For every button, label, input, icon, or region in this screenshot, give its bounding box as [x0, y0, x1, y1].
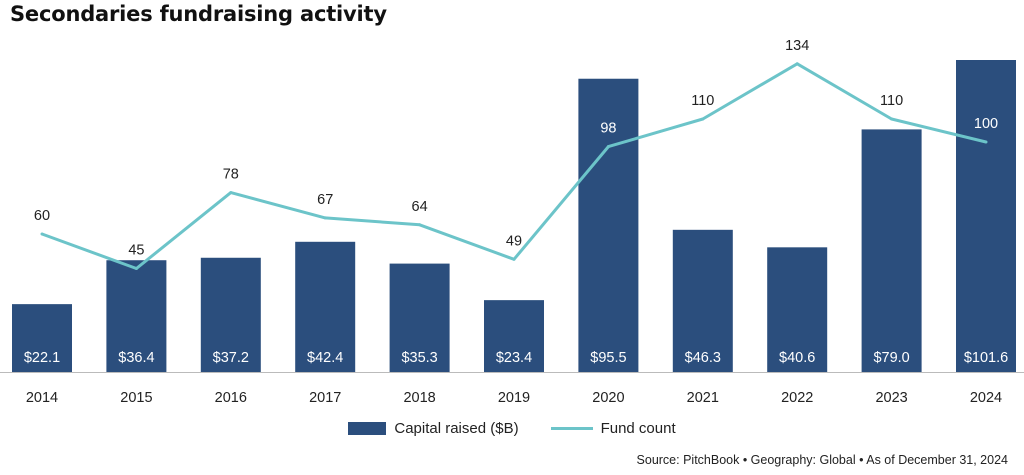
bar-capital-2022	[767, 247, 828, 372]
x-tick-label: 2015	[120, 390, 152, 406]
legend-line-swatch	[550, 427, 593, 430]
x-tick-label: 2024	[970, 390, 1002, 406]
bar-capital-2021	[672, 229, 733, 372]
line-point-fund-count	[512, 257, 516, 261]
line-value-label: 110	[691, 93, 714, 109]
bar-value-label: $79.0	[873, 350, 909, 366]
line-point-fund-count	[701, 117, 705, 121]
line-value-label: 110	[880, 93, 903, 109]
line-point-fund-count	[606, 145, 610, 149]
x-tick-label: 2021	[687, 390, 719, 406]
source-note: Source: PitchBook • Geography: Global • …	[636, 453, 1008, 467]
x-tick-label: 2017	[309, 390, 341, 406]
bar-value-label: $35.3	[401, 350, 437, 366]
line-value-label: 78	[223, 167, 239, 183]
bar-capital-2017	[295, 241, 356, 372]
line-value-label: 134	[785, 38, 809, 54]
line-point-fund-count	[40, 232, 44, 236]
chart-area: $22.1 $36.4 $37.2 $42.4 $35.3 $23.4 $95.5 $46.3…	[0, 38, 1024, 406]
line-point-fund-count	[229, 191, 233, 195]
bar-capital-2014	[12, 304, 72, 372]
bar-capital-2018	[389, 263, 450, 372]
bar-capital-2020	[578, 78, 639, 372]
line-point-fund-count	[795, 62, 799, 66]
line-point-fund-count	[418, 223, 422, 227]
bar-value-label: $101.6	[964, 350, 1008, 366]
legend-item-capital: Capital raised ($B)	[348, 420, 519, 437]
legend-label-fund-count: Fund count	[600, 420, 676, 437]
x-tick-label: 2020	[592, 390, 624, 406]
bar-capital-2019	[484, 300, 544, 372]
line-point-fund-count	[890, 117, 894, 121]
bar-capital-2016	[200, 257, 261, 372]
line-value-label: 49	[506, 233, 522, 249]
x-tick-label: 2016	[215, 390, 247, 406]
bar-value-label: $37.2	[213, 350, 249, 366]
line-value-label: 98	[600, 121, 616, 137]
line-point-fund-count	[984, 140, 988, 144]
x-tick-label: 2022	[781, 390, 813, 406]
line-value-label: 67	[317, 192, 333, 208]
legend: Capital raised ($B) Fund count	[0, 420, 1024, 437]
line-value-label: 60	[34, 208, 50, 224]
bar-capital-2024	[956, 60, 1016, 372]
line-value-label: 64	[412, 199, 428, 215]
line-value-label: 100	[974, 116, 998, 132]
line-value-label: 45	[128, 243, 144, 259]
legend-item-fund-count: Fund count	[550, 420, 676, 437]
bar-value-label: $46.3	[685, 350, 721, 366]
bar-capital-2023	[861, 129, 922, 372]
x-tick-label: 2019	[498, 390, 530, 406]
bar-capital-2015	[106, 260, 167, 372]
bar-value-label: $95.5	[590, 350, 626, 366]
chart-title: Secondaries fundraising activity	[10, 2, 387, 26]
bar-value-label: $22.1	[24, 350, 60, 366]
bar-value-label: $36.4	[118, 350, 154, 366]
x-tick-label: 2023	[875, 390, 907, 406]
line-point-fund-count	[323, 216, 327, 220]
legend-label-capital: Capital raised ($B)	[394, 420, 519, 437]
bar-value-label: $40.6	[779, 350, 815, 366]
x-tick-label: 2018	[403, 390, 435, 406]
bar-value-label: $42.4	[307, 350, 343, 366]
x-tick-label: 2014	[26, 390, 58, 406]
bar-value-label: $23.4	[496, 350, 532, 366]
legend-bar-swatch	[348, 422, 387, 435]
line-point-fund-count	[134, 267, 138, 270]
